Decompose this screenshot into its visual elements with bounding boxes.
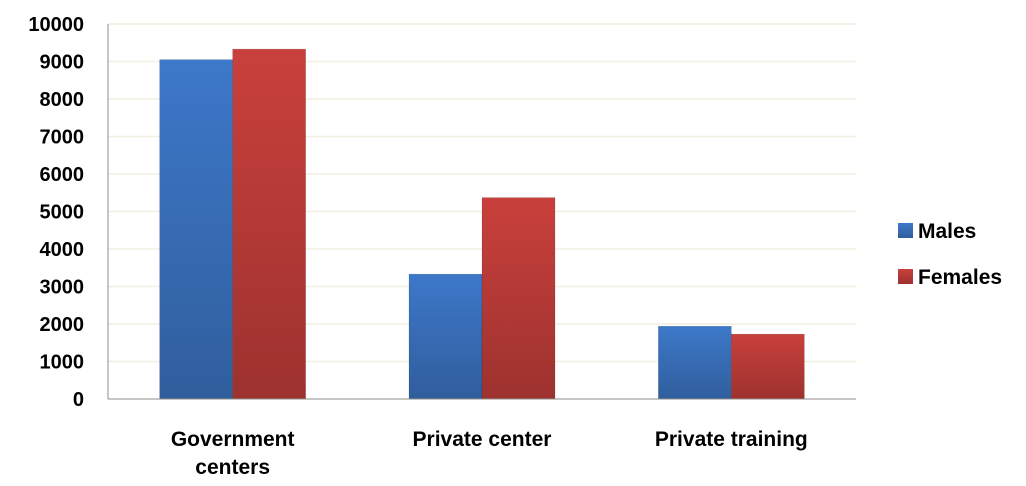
x-category-label: Private center	[413, 428, 552, 451]
legend-item-males: Males	[898, 220, 976, 243]
x-category-label: Private training	[655, 428, 808, 451]
bar-males-0	[159, 59, 233, 400]
y-tick-label: 5000	[40, 202, 85, 224]
bar-females-0	[232, 48, 306, 400]
legend-swatch	[898, 269, 913, 284]
y-tick-label: 1000	[40, 352, 85, 374]
y-tick-label: 10000	[28, 14, 84, 36]
y-tick-label: 0	[73, 389, 84, 411]
x-category-label: Government centers	[171, 428, 295, 479]
y-tick-label: 9000	[40, 52, 85, 74]
legend-label: Females	[918, 266, 1002, 289]
legend-swatch	[898, 223, 913, 238]
y-tick-label: 7000	[40, 127, 85, 149]
bar-males-2	[658, 325, 732, 400]
category-labels: Government centers Private center Private t…	[171, 428, 808, 479]
y-tick-label: 8000	[40, 89, 85, 111]
y-tick-label: 4000	[40, 239, 85, 261]
y-tick-labels: 0 1000 2000 3000 4000 5000 6000 7000 8000 9000 100…	[28, 14, 84, 411]
axes	[107, 24, 856, 400]
bar-females-1	[481, 197, 556, 400]
y-tick-label: 3000	[40, 277, 85, 299]
bars	[159, 48, 805, 400]
legend: Males Females	[898, 220, 1002, 289]
legend-label: Males	[918, 220, 976, 243]
y-tick-label: 6000	[40, 164, 85, 186]
bar-females-2	[731, 333, 805, 400]
bar-males-1	[408, 273, 483, 400]
legend-item-females: Females	[898, 266, 1002, 289]
y-tick-label: 2000	[40, 314, 85, 336]
